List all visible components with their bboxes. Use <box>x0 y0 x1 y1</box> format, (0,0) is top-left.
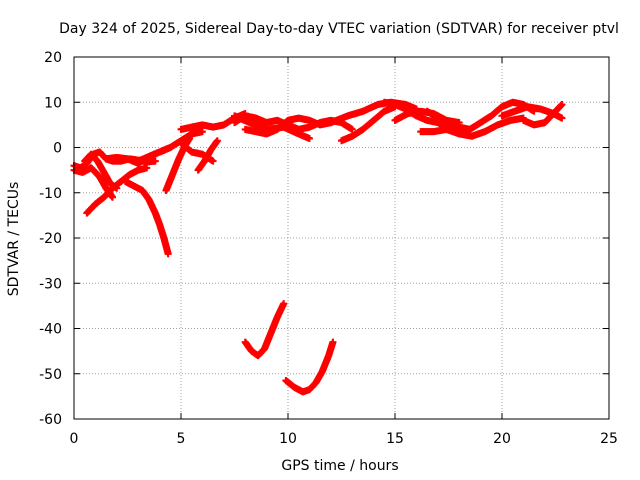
y-tick-label: -30 <box>39 276 62 292</box>
series-arc-16 <box>338 103 399 145</box>
data-point <box>198 128 206 136</box>
data-points <box>70 98 566 396</box>
series-arc-05 <box>121 177 172 258</box>
y-tick-label: 20 <box>44 50 62 66</box>
series-arc-24 <box>241 300 288 360</box>
data-point <box>109 193 117 201</box>
x-tick-label: 10 <box>279 431 297 447</box>
axis-ticks: 0 5 10 15 20 25 20 10 0 -10 -20 -30 -40 -50 -60 <box>39 50 618 447</box>
series-arc-21 <box>423 98 538 133</box>
data-point <box>213 137 221 145</box>
data-point <box>558 114 566 122</box>
x-tick-label: 5 <box>177 431 186 447</box>
series-arc-04 <box>81 150 121 192</box>
data-point <box>348 125 356 133</box>
x-tick-label: 15 <box>386 431 404 447</box>
y-tick-label: -50 <box>39 367 62 383</box>
y-axis-label: SDTVAR / TECUs <box>6 182 22 297</box>
x-tick-label: 25 <box>600 431 618 447</box>
x-axis-label: GPS time / hours <box>281 458 398 474</box>
data-point <box>280 300 288 308</box>
y-tick-label: -10 <box>39 186 62 202</box>
data-point <box>143 164 151 172</box>
data-point <box>558 101 566 109</box>
data-point <box>186 134 194 142</box>
x-tick-label: 20 <box>493 431 511 447</box>
data-point <box>151 157 159 165</box>
series-arc-02 <box>70 164 117 201</box>
data-point <box>329 338 337 346</box>
y-tick-label: 10 <box>44 95 62 111</box>
series-arc-10 <box>194 137 221 174</box>
chart-title: Day 324 of 2025, Sidereal Day-to-day VTE… <box>59 21 619 37</box>
y-tick-label: -40 <box>39 322 62 338</box>
data-point <box>113 184 121 192</box>
x-tick-label: 0 <box>70 431 79 447</box>
series-arc-23 <box>519 101 566 129</box>
data-point <box>209 157 217 165</box>
data-point <box>164 250 172 258</box>
data-point <box>305 134 313 142</box>
y-tick-label: 0 <box>53 141 62 157</box>
y-tick-label: -20 <box>39 231 62 247</box>
series-arc-20 <box>417 114 527 140</box>
series-arc-25 <box>282 338 337 396</box>
series-arc-17 <box>327 98 420 127</box>
series-arc-22 <box>498 103 566 122</box>
y-tick-label: -60 <box>39 412 62 428</box>
